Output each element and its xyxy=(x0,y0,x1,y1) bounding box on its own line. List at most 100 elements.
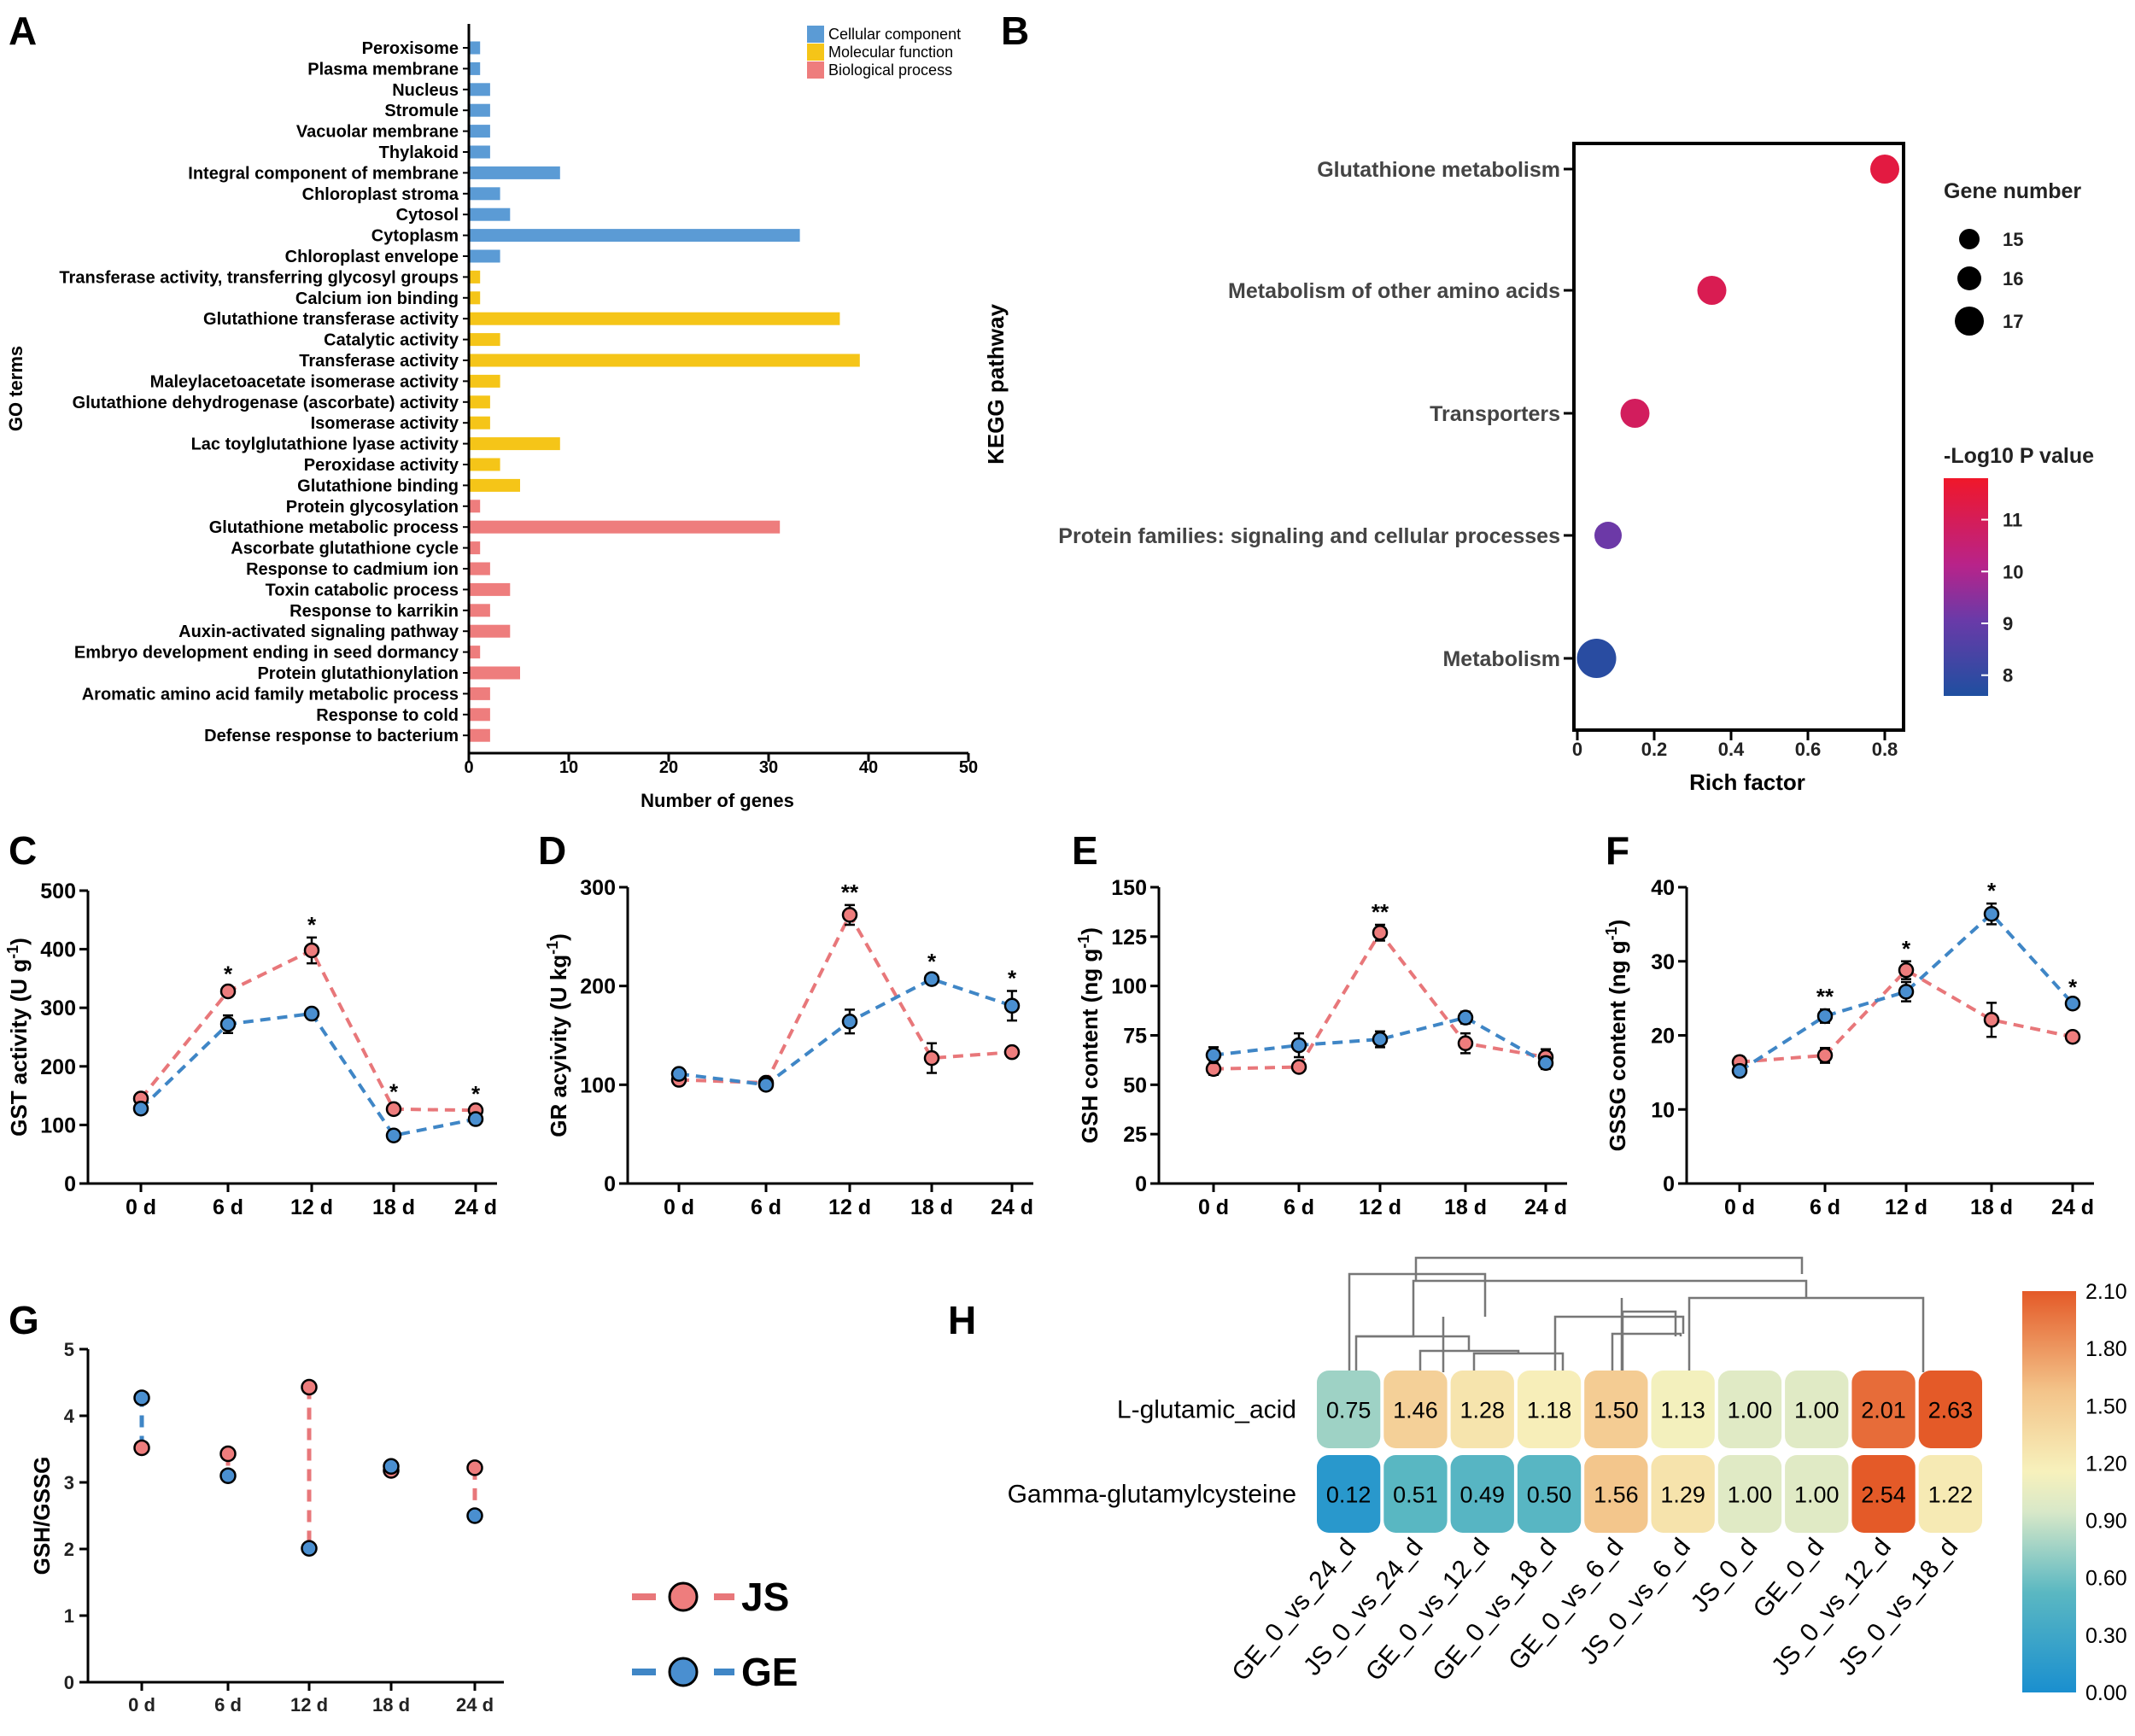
heatmap-row-label-0: L-glutamic_acid xyxy=(1117,1396,1296,1424)
legend-js-marker xyxy=(668,1581,699,1612)
f-y-label-end: ) xyxy=(1605,920,1630,927)
e-y-tick-label-4: 100 xyxy=(1111,975,1147,999)
f-ge-point-3 xyxy=(1983,905,2000,922)
panel-label-f: F xyxy=(1606,828,1629,873)
f-js-point-1 xyxy=(1816,1047,1834,1064)
c-ge-point-2 xyxy=(303,1005,320,1022)
bar-30 xyxy=(470,666,520,680)
color-legend-ticks: 11 10 9 8 xyxy=(1981,510,2023,687)
go-term-label-21: Glutathione binding xyxy=(297,476,459,495)
c-ge-line xyxy=(139,1011,477,1137)
g-ge-point-3 xyxy=(383,1458,400,1476)
c-y-tick-label-3: 300 xyxy=(40,997,76,1020)
heatmap-col-label-8: JS_0_vs_12_d xyxy=(1766,1533,1897,1680)
go-term-label-29: Embryo development ending in seed dorman… xyxy=(74,644,459,663)
pathway-point-3 xyxy=(1594,522,1622,549)
g-y-label: GSH/GSSG xyxy=(29,1457,55,1575)
d-x-tick-label-3: 18 d xyxy=(910,1195,953,1219)
bar-1 xyxy=(470,61,481,75)
panel-b-x-label: Rich factor xyxy=(1689,769,1805,795)
c-y-tick-label-4: 400 xyxy=(40,938,76,962)
heatmap-value-1-9: 1.22 xyxy=(1928,1482,1974,1508)
f-js-point-2 xyxy=(1898,962,1915,979)
e-ge-line xyxy=(1213,1015,1547,1065)
go-term-label-7: Chloroplast stroma xyxy=(302,185,459,204)
panel-g-legend: JS GE xyxy=(632,1575,798,1694)
go-term-label-31: Aromatic amino acid family metabolic pro… xyxy=(82,685,459,704)
size-legend-label-15: 15 xyxy=(2003,229,2023,250)
d-y-label: GR acyivity (U kg-1) xyxy=(544,933,571,1137)
f-x-tick-label-1: 6 d xyxy=(1810,1195,1840,1219)
bar-14 xyxy=(470,333,500,347)
f-ge-point-0 xyxy=(1731,1062,1748,1079)
color-tick-label-2: 9 xyxy=(2003,613,2013,634)
go-term-label-14: Catalytic activity xyxy=(324,331,459,350)
color-tick-label-3: 8 xyxy=(2003,665,2013,687)
panel-label-h: H xyxy=(948,1298,976,1342)
legend-js-label: JS xyxy=(741,1575,789,1619)
heatmap-col-label-9: JS_0_vs_18_d xyxy=(1833,1533,1963,1680)
heatmap-col-label-3: GE_0_vs_18_d xyxy=(1427,1533,1562,1686)
panel-b-pathway-labels: Glutathione metabolism Metabolism of othe… xyxy=(1058,158,1574,671)
panel-labels: A B C D E F G H xyxy=(9,9,1629,1342)
size-legend-label-17: 17 xyxy=(2003,311,2023,332)
color-legend-title: -Log10 P value xyxy=(1944,444,2094,468)
panel-b-size-legend: Gene number 15 16 17 xyxy=(1944,179,2081,336)
bar-11 xyxy=(470,270,481,283)
go-term-label-0: Peroxisome xyxy=(362,39,459,58)
x-tick-label-1: 10 xyxy=(559,758,578,777)
panel-d-gr-activity: 0 100 200 300 0 d 6 d 12 d 18 d 24 d GR acyivity … xyxy=(544,876,1033,1219)
x-tick-label-5: 50 xyxy=(959,758,978,777)
d-ge-point-4 xyxy=(1003,997,1021,1014)
e-ge-point-1 xyxy=(1290,1037,1307,1054)
panel-label-g: G xyxy=(9,1298,39,1342)
c-x-tick-label-3: 18 d xyxy=(372,1195,415,1219)
c-ge-point-4 xyxy=(467,1111,484,1127)
bar-9 xyxy=(470,229,800,243)
f-js-point-4 xyxy=(2064,1028,2081,1045)
e-js-point-1 xyxy=(1290,1059,1307,1075)
c-y-label: GST activity (U g-1) xyxy=(4,938,32,1137)
f-significance-4: * xyxy=(2068,974,2078,1000)
g-x-tick-label-3: 18 d xyxy=(372,1694,410,1716)
f-significance-3: * xyxy=(1987,878,1997,903)
e-js-point-0 xyxy=(1205,1061,1222,1078)
heatmap-value-1-1: 0.51 xyxy=(1393,1482,1438,1508)
heatmap-colorbar-tick-5: 0.60 xyxy=(2085,1567,2127,1591)
heatmap-value-1-0: 0.12 xyxy=(1326,1482,1372,1508)
b-x-tick-label-0: 0 xyxy=(1572,739,1582,760)
panel-h-dendrogram xyxy=(1348,1256,1925,1372)
e-significance-2: ** xyxy=(1372,899,1389,925)
e-x-tick-label-4: 24 d xyxy=(1524,1195,1567,1219)
go-term-label-16: Maleylacetoacetate isomerase activity xyxy=(150,372,459,391)
dendro-link-8 xyxy=(1553,1315,1685,1372)
f-y-tick-label-3: 30 xyxy=(1651,950,1675,974)
bar-29 xyxy=(470,646,481,659)
legend-swatch-cellular xyxy=(807,26,824,43)
bar-15 xyxy=(470,354,860,367)
f-significance-1: ** xyxy=(1816,984,1834,1009)
f-ge-point-2 xyxy=(1898,984,1915,1000)
heatmap-cell-0-2 xyxy=(1450,1371,1514,1448)
heatmap-value-0-6: 1.00 xyxy=(1728,1398,1773,1423)
size-legend-dot-16 xyxy=(1957,266,1981,290)
e-y-tick-label-2: 50 xyxy=(1123,1073,1147,1097)
panel-label-c: C xyxy=(9,828,37,873)
e-ge-point-4 xyxy=(1537,1055,1554,1072)
c-ge-point-0 xyxy=(132,1100,149,1117)
heatmap-value-1-5: 1.29 xyxy=(1660,1482,1705,1508)
c-js-point-3 xyxy=(385,1101,402,1118)
heatmap-colorbar xyxy=(2022,1291,2076,1692)
heatmap-value-1-7: 1.00 xyxy=(1794,1482,1840,1508)
heatmap-cell-1-7 xyxy=(1785,1455,1849,1533)
bar-10 xyxy=(470,249,500,263)
g-ge-point-1 xyxy=(219,1467,237,1484)
panel-h-row-labels: L-glutamic_acid Gamma-glutamylcysteine xyxy=(1008,1396,1296,1509)
bar-8 xyxy=(470,208,511,221)
panel-h-heatmap: L-glutamic_acid Gamma-glutamylcysteine 0.… xyxy=(1008,1256,2127,1705)
panel-a-legend: Cellular component Molecular function Bi… xyxy=(807,26,961,79)
go-term-label-9: Cytoplasm xyxy=(371,227,459,246)
pathway-label-1: Metabolism of other amino acids xyxy=(1228,279,1560,303)
d-y-label-end: ) xyxy=(546,933,571,941)
d-y-tick-label-1: 100 xyxy=(580,1073,616,1097)
